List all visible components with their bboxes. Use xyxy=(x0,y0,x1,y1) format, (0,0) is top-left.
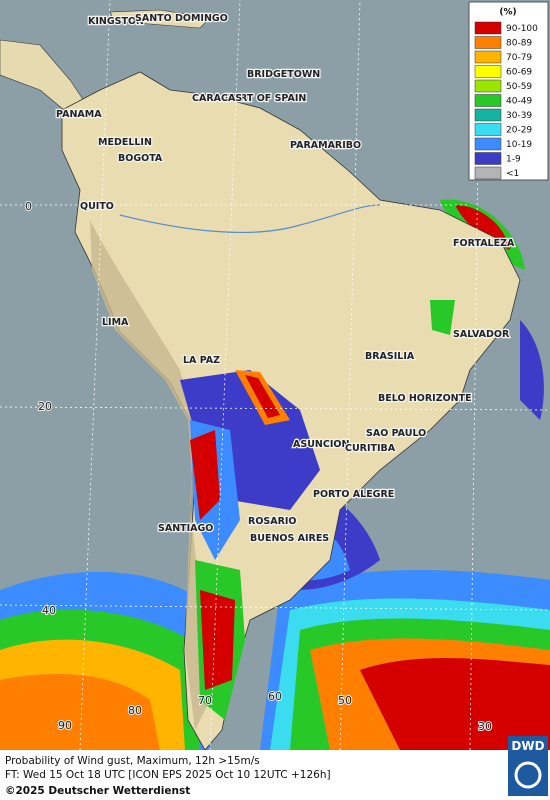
legend-label: <1 xyxy=(506,169,519,179)
copyright: ©2025 Deutscher Wetterdienst xyxy=(5,785,190,797)
legend-label: 20-29 xyxy=(506,126,532,136)
legend-label: 70-79 xyxy=(506,53,532,63)
footer xyxy=(0,750,550,800)
legend-swatch xyxy=(474,79,502,93)
wind-field xyxy=(0,199,550,750)
city-label: PANAMA xyxy=(56,109,102,120)
wind-land xyxy=(180,300,455,720)
graticule-label: 70 xyxy=(198,694,212,707)
logo-icon xyxy=(514,761,542,789)
city-label: SAO PAULO xyxy=(366,428,426,439)
amazon-river xyxy=(119,204,381,234)
city-label: SALVADOR xyxy=(453,329,510,340)
graticule-label: 30 xyxy=(478,720,492,733)
graticule-label: 20 xyxy=(38,400,52,413)
legend-swatch xyxy=(474,152,502,165)
graticule-label: 90 xyxy=(58,719,72,732)
city-label: BELO HORIZONTE xyxy=(378,393,472,404)
graticule-lines xyxy=(0,0,550,751)
city-label: LIMA xyxy=(102,317,129,328)
legend-label: 40-49 xyxy=(506,97,532,107)
andes xyxy=(90,220,210,730)
logo: DWD xyxy=(511,739,544,753)
legend-swatch xyxy=(474,108,502,122)
city-label: PARAMARIBO xyxy=(290,140,361,151)
legend-label: 10-19 xyxy=(506,140,532,150)
city-label: CARACAS xyxy=(192,93,242,104)
legend-label: 30-39 xyxy=(506,111,532,121)
city-label: PORTO ALEGRE xyxy=(313,489,394,500)
footer-line: Probability of Wind gust, Maximum, 12h >… xyxy=(5,755,260,767)
legend-label: 50-59 xyxy=(506,82,532,92)
legend-swatch xyxy=(474,36,502,49)
city-label: BRIDGETOWN xyxy=(247,69,320,80)
city-label: BOGOTA xyxy=(118,153,163,164)
legend-swatch xyxy=(474,50,502,64)
legend-label: 90-100 xyxy=(506,24,538,34)
legend-swatch xyxy=(474,21,502,35)
graticule-label: 60 xyxy=(268,690,282,703)
city-label: BRASILIA xyxy=(365,351,415,362)
city-label: SANTIAGO xyxy=(158,523,213,534)
city-label: CURITIBA xyxy=(345,443,396,454)
city-label: BUENOS AIRES xyxy=(250,533,329,544)
city-label: ASUNCION xyxy=(293,439,349,450)
city-label: KINGSTON xyxy=(88,16,144,27)
city-label: MEDELLIN xyxy=(98,137,152,148)
city-label: ROSARIO xyxy=(248,516,297,527)
city-label: PORT OF SPAIN xyxy=(225,93,306,104)
legend-swatch xyxy=(474,137,502,151)
legend-title: (%) xyxy=(499,8,516,18)
legend-swatch xyxy=(474,123,502,136)
city-label: SANTO DOMINGO xyxy=(135,13,228,24)
legend-label: 80-89 xyxy=(506,39,532,49)
legend-swatch xyxy=(474,166,502,180)
city-label: FORTALEZA xyxy=(453,238,515,249)
graticule-label: 80 xyxy=(128,704,142,717)
graticule-labels: 0 20 40 90 80 70 60 50 30 xyxy=(24,199,493,734)
footer-line: FT: Wed 15 Oct 18 UTC [ICON EPS 2025 Oct… xyxy=(5,769,331,781)
legend: 90-100 80-89 70-79 60-69 50-59 40-49 30-39 20-2… xyxy=(474,21,538,180)
city-label: QUITO xyxy=(80,201,114,212)
legend-swatch xyxy=(474,65,502,78)
caribbean-islands xyxy=(109,9,211,29)
graticule-label: 40 xyxy=(42,604,56,617)
graticule-label: 0 xyxy=(25,200,32,213)
city-label: LA PAZ xyxy=(183,355,220,366)
graticule-label: 50 xyxy=(338,694,352,707)
legend-label: 1-9 xyxy=(506,155,521,165)
legend-label: 60-69 xyxy=(506,68,532,78)
legend-swatch xyxy=(474,94,502,107)
